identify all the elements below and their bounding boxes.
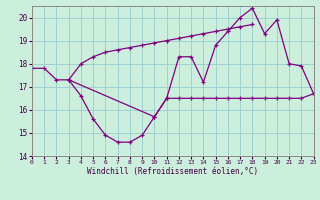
X-axis label: Windchill (Refroidissement éolien,°C): Windchill (Refroidissement éolien,°C) xyxy=(87,167,258,176)
